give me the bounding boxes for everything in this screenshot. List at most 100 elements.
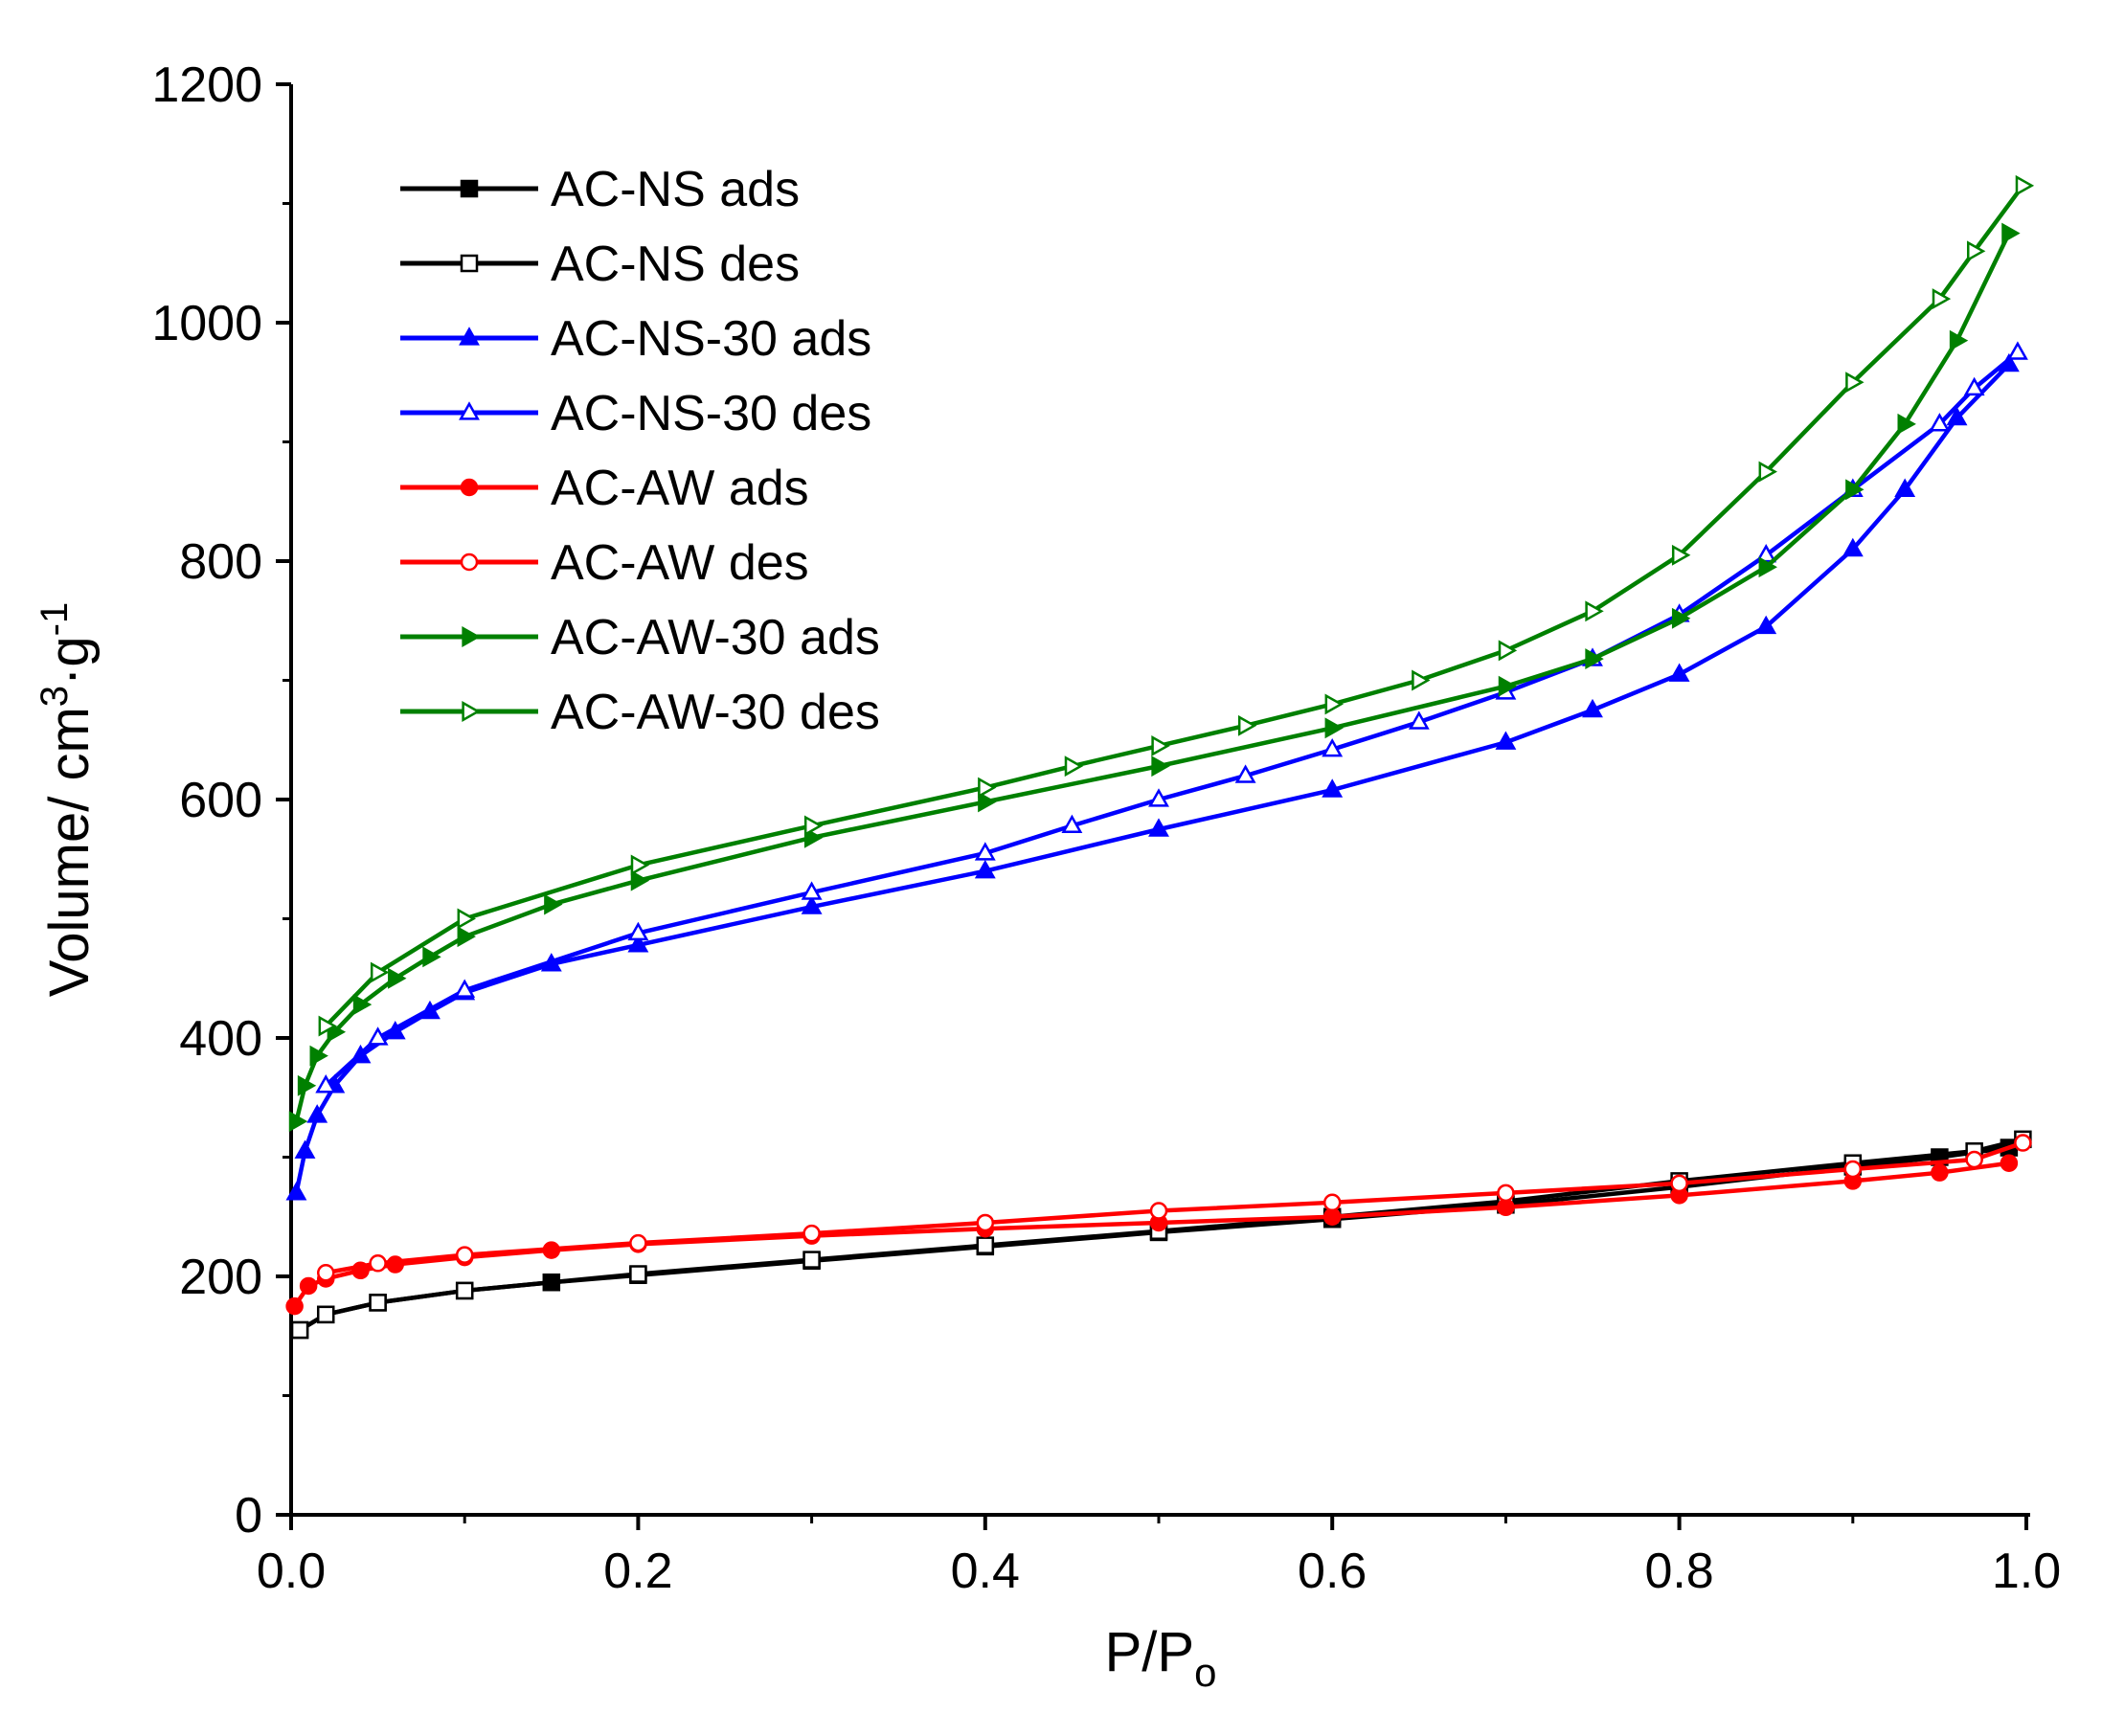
data-point-triangle-right: [462, 701, 481, 722]
y-axis-label: Volume/ cm3·g-1: [34, 602, 101, 997]
data-point-triangle-right: [297, 1074, 317, 1096]
series-line: [298, 1137, 2023, 1332]
data-point-circle: [629, 1233, 647, 1252]
legend-item: AC-NS des: [400, 237, 800, 292]
y-tick-label: 600: [179, 773, 262, 828]
data-point-triangle-up: [1946, 406, 1968, 426]
data-point-circle: [460, 478, 479, 497]
data-point-triangle-right: [1671, 544, 1691, 566]
data-point-triangle-up: [974, 842, 996, 861]
x-tick-label: 0.4: [951, 1544, 1020, 1599]
data-point-triangle-up: [1755, 615, 1777, 635]
x-axis-label-main: P/P: [1105, 1621, 1195, 1683]
data-point-triangle-up: [1668, 663, 1690, 682]
data-point-triangle-right: [1151, 755, 1170, 778]
legend-label: AC-NS-30 ads: [551, 311, 871, 367]
data-point-triangle-up: [1322, 737, 1344, 757]
data-point-triangle-right: [309, 1045, 328, 1067]
data-point-triangle-up: [1495, 731, 1517, 750]
y-axis-label-main: Volume/ cm: [38, 707, 101, 997]
legend-label: AC-AW-30 des: [551, 685, 880, 740]
data-point-triangle-up: [974, 859, 996, 879]
legend-label: AC-NS ads: [551, 162, 800, 217]
data-point-square: [802, 1251, 821, 1269]
data-point-triangle-right: [1949, 329, 1969, 351]
series-ac-ns-des: [290, 1130, 2032, 1340]
data-point-triangle-right: [1932, 288, 1952, 310]
x-tick-label: 0.0: [257, 1544, 326, 1599]
data-point-circle: [802, 1224, 821, 1243]
data-point-square: [460, 254, 479, 273]
data-point-triangle-right: [1585, 600, 1604, 622]
data-point-circle: [1322, 1207, 1342, 1226]
data-point-triangle-up: [454, 979, 476, 998]
data-point-triangle-up: [1148, 818, 1169, 837]
data-point-triangle-right: [978, 777, 997, 799]
legend-item: AC-AW-30 des: [400, 685, 880, 740]
y-tick-label: 200: [179, 1250, 262, 1305]
data-point-triangle-right: [630, 854, 650, 876]
data-point-triangle-up: [1929, 413, 1951, 432]
data-point-triangle-up: [1322, 778, 1344, 798]
data-point-triangle-up: [1582, 698, 1603, 718]
y-axis-label-sup2: -1: [34, 602, 76, 637]
data-point-circle: [455, 1246, 474, 1264]
data-point-triangle-right: [352, 994, 373, 1016]
data-point-triangle-up: [1963, 376, 1985, 396]
series-line: [294, 363, 2011, 1194]
data-point-circle: [1670, 1174, 1688, 1193]
data-point-square: [455, 1281, 474, 1300]
series-layer: [285, 174, 2035, 1340]
y-tick-label: 1200: [151, 57, 262, 113]
legend-item: AC-NS-30 ads: [400, 311, 871, 367]
data-point-circle: [2000, 1154, 2019, 1172]
data-point-circle: [299, 1276, 318, 1296]
data-point-triangle-right: [2001, 222, 2021, 244]
series-line: [294, 232, 2011, 1122]
data-point-triangle-right: [1412, 669, 1431, 691]
data-point-triangle-right: [1237, 714, 1257, 736]
data-point-triangle-right: [1671, 607, 1691, 629]
data-point-triangle-up: [367, 1026, 389, 1046]
x-tick-label: 0.6: [1298, 1544, 1367, 1599]
data-point-triangle-right: [1845, 479, 1865, 501]
data-point-triangle-up: [459, 401, 480, 420]
x-tick-label: 1.0: [1992, 1544, 2061, 1599]
data-point-triangle-right: [1151, 735, 1170, 756]
data-point-circle: [369, 1254, 387, 1273]
data-point-triangle-up: [1061, 814, 1083, 834]
data-point-triangle-right: [1498, 675, 1518, 697]
data-point-circle: [1931, 1163, 1949, 1182]
data-point-triangle-up: [2006, 341, 2028, 360]
legend-label: AC-AW des: [551, 535, 809, 591]
data-point-triangle-right: [1758, 461, 1777, 483]
legend-item: AC-AW-30 ads: [400, 610, 880, 665]
y-axis-label-sup1: 3: [34, 686, 76, 707]
data-point-triangle-up: [801, 881, 823, 900]
data-point-circle: [1322, 1193, 1342, 1212]
y-tick-label: 1000: [151, 296, 262, 351]
data-point-triangle-up: [459, 327, 480, 346]
legend-item: AC-NS ads: [400, 162, 800, 217]
x-tick-label: 0.2: [603, 1544, 672, 1599]
ticks-layer: 0 200 400 600 800 1000 1200 0.0 0.2 0.4 0.6 0.8 1.0: [151, 57, 2061, 1599]
data-point-square: [629, 1265, 647, 1283]
data-point-circle: [316, 1264, 335, 1282]
data-point-square: [369, 1294, 387, 1312]
data-point-triangle-right: [1585, 648, 1604, 670]
data-point-triangle-right: [544, 893, 563, 915]
data-point-circle: [1497, 1184, 1515, 1203]
data-point-triangle-right: [422, 946, 441, 968]
data-point-triangle-up: [627, 934, 649, 953]
data-point-triangle-right: [1064, 755, 1084, 778]
data-point-circle: [1497, 1198, 1515, 1217]
data-point-triangle-up: [306, 1104, 328, 1123]
data-point-triangle-up: [285, 1182, 307, 1201]
y-tick-label: 0: [235, 1488, 262, 1544]
data-point-triangle-right: [803, 826, 824, 848]
data-point-triangle-right: [1758, 556, 1777, 578]
x-axis-label-subscript: o: [1194, 1650, 1216, 1695]
data-point-square: [460, 179, 479, 198]
data-point-triangle-right: [462, 626, 481, 647]
data-point-triangle-up: [627, 921, 649, 941]
